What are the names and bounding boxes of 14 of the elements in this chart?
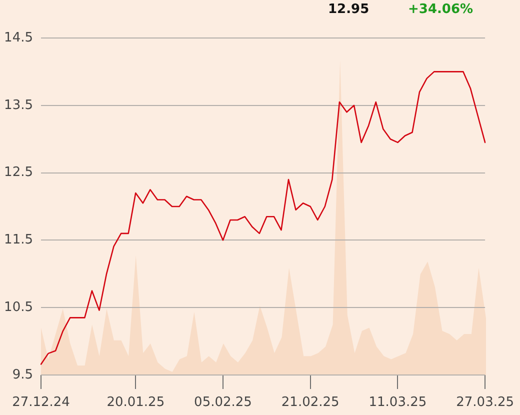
y-tick-label: 9.5	[12, 367, 33, 382]
y-tick-label: 12.5	[4, 165, 33, 180]
x-tick-label: 27.03.25	[456, 395, 514, 410]
x-tick-label: 11.03.25	[368, 395, 427, 410]
y-tick-label: 14.5	[4, 30, 33, 46]
y-tick-label: 13.5	[4, 98, 33, 113]
x-tick-label: 05.02.25	[194, 395, 252, 410]
text: 12.95	[328, 2, 370, 18]
x-tick-label: 20.01.25	[106, 395, 165, 410]
text: +34.06%	[408, 2, 474, 18]
x-tick-label: 21.02.25	[281, 395, 340, 410]
y-tick-label: 10.5	[4, 300, 33, 315]
y-tick-label: 11.5	[4, 232, 33, 248]
x-tick-label: 27.12.24	[12, 395, 70, 410]
